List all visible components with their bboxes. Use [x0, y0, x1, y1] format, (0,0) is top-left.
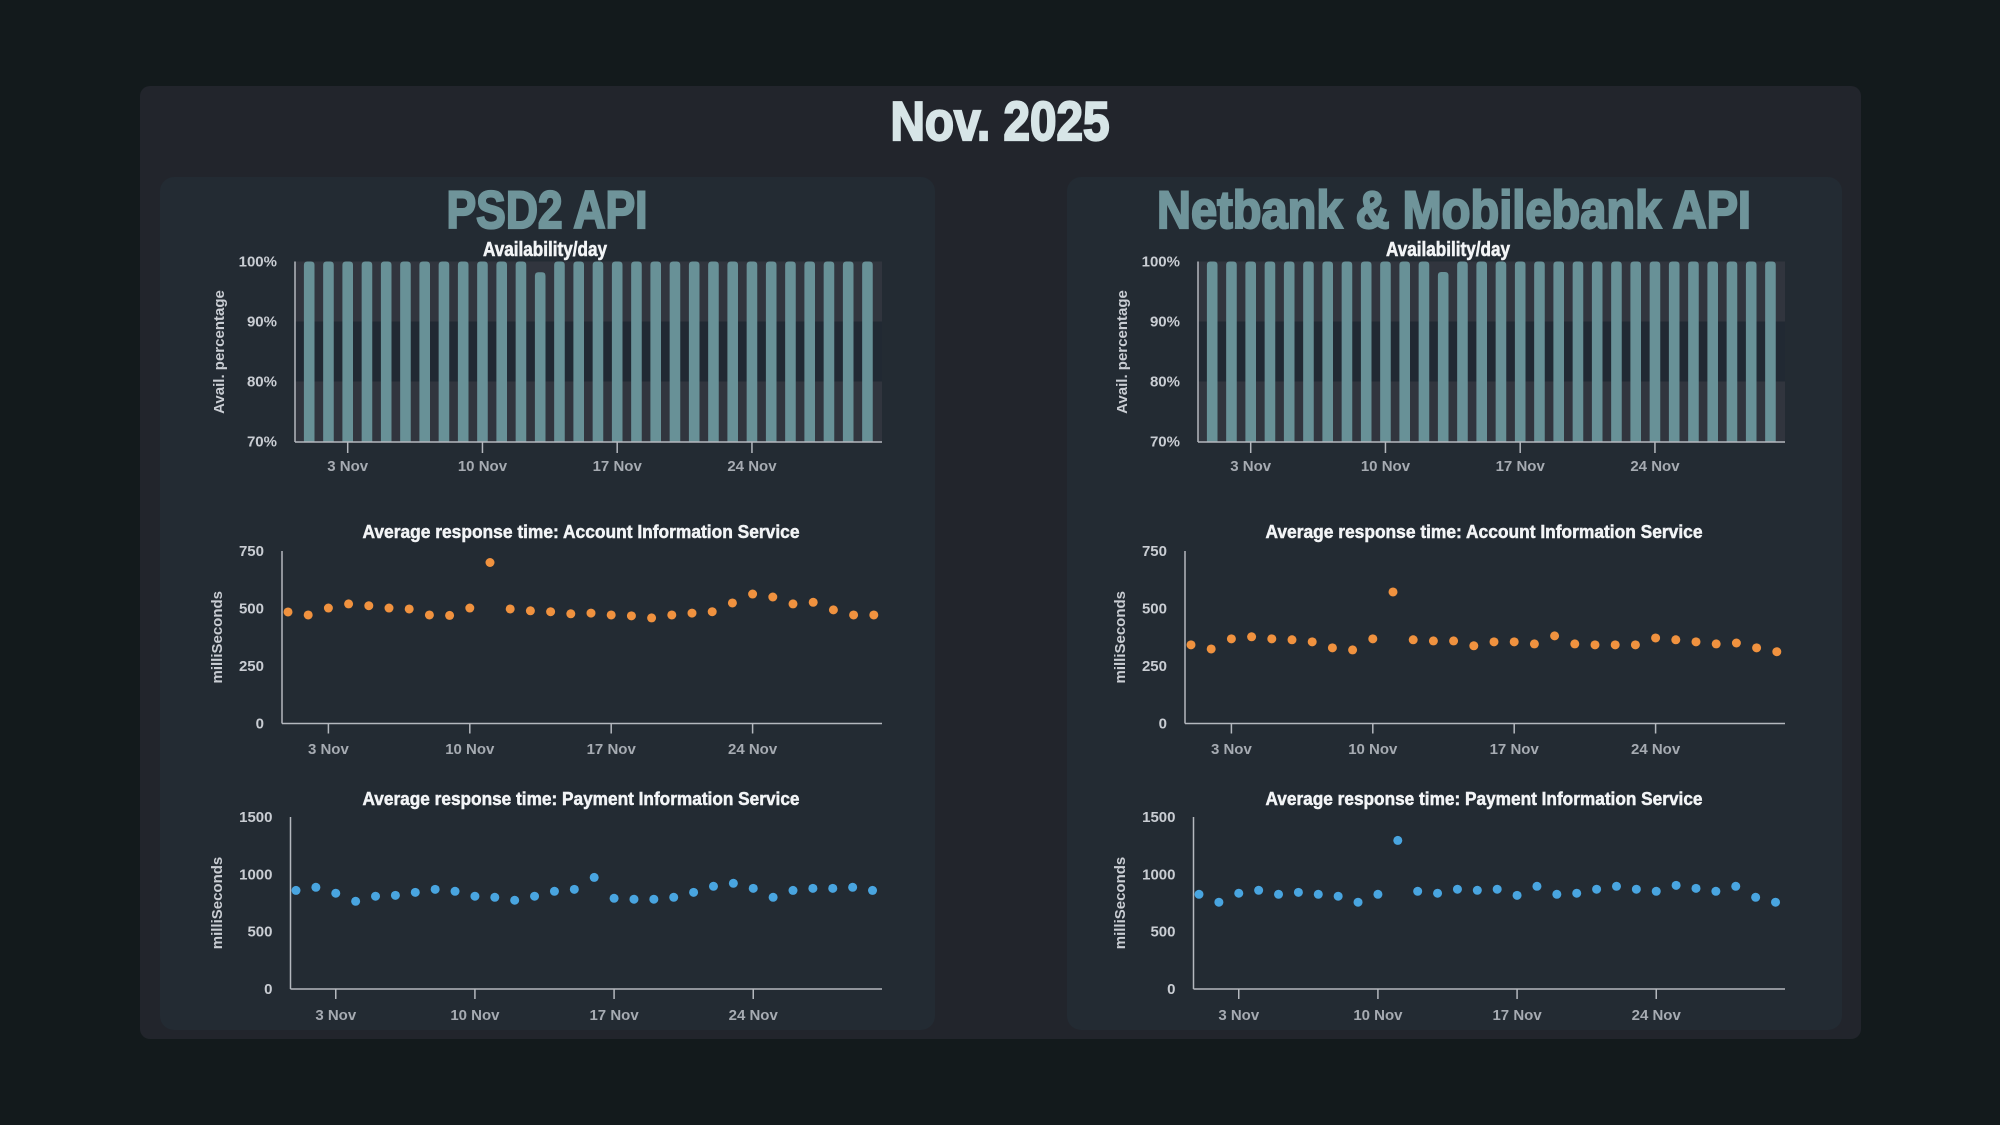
svg-text:Availability/day: Availability/day [1386, 239, 1511, 261]
svg-text:1000: 1000 [1142, 866, 1175, 883]
svg-text:0: 0 [256, 716, 264, 733]
svg-text:10 Nov: 10 Nov [1361, 458, 1411, 475]
svg-text:750: 750 [239, 543, 264, 560]
svg-text:24 Nov: 24 Nov [1631, 741, 1681, 758]
svg-text:3 Nov: 3 Nov [327, 458, 369, 475]
svg-text:80%: 80% [1150, 374, 1180, 391]
svg-text:24 Nov: 24 Nov [1630, 458, 1680, 475]
svg-text:500: 500 [239, 601, 264, 618]
svg-text:Average response time: Account: Average response time: Account Informati… [363, 522, 800, 542]
svg-text:10 Nov: 10 Nov [458, 458, 508, 475]
svg-text:0: 0 [264, 981, 272, 998]
svg-text:Avail. percentage: Avail. percentage [211, 290, 228, 414]
svg-text:0: 0 [1159, 716, 1167, 733]
svg-text:100%: 100% [1142, 254, 1180, 271]
svg-text:milliSeconds: milliSeconds [209, 591, 226, 684]
svg-text:500: 500 [1142, 601, 1167, 618]
svg-text:3 Nov: 3 Nov [315, 1007, 357, 1024]
svg-text:17 Nov: 17 Nov [1492, 1007, 1542, 1024]
svg-text:3 Nov: 3 Nov [1230, 458, 1272, 475]
svg-text:3 Nov: 3 Nov [308, 741, 350, 758]
svg-text:Availability/day: Availability/day [483, 239, 608, 261]
svg-text:10 Nov: 10 Nov [1353, 1007, 1403, 1024]
svg-text:10 Nov: 10 Nov [450, 1007, 500, 1024]
svg-text:1500: 1500 [239, 809, 272, 826]
svg-text:90%: 90% [1150, 314, 1180, 331]
svg-text:0: 0 [1167, 981, 1175, 998]
svg-text:Average response time: Account: Average response time: Account Informati… [1266, 522, 1703, 542]
svg-text:90%: 90% [247, 314, 277, 331]
svg-text:17 Nov: 17 Nov [593, 458, 643, 475]
svg-text:milliSeconds: milliSeconds [1112, 857, 1129, 950]
svg-text:3 Nov: 3 Nov [1218, 1007, 1260, 1024]
svg-text:24 Nov: 24 Nov [1632, 1007, 1682, 1024]
svg-text:milliSeconds: milliSeconds [209, 857, 226, 950]
svg-text:1500: 1500 [1142, 809, 1175, 826]
svg-text:17 Nov: 17 Nov [1496, 458, 1546, 475]
svg-text:10 Nov: 10 Nov [1348, 741, 1398, 758]
svg-text:1000: 1000 [239, 866, 272, 883]
svg-text:Average response time: Payment: Average response time: Payment Informati… [1266, 789, 1703, 809]
svg-text:Netbank & Mobilebank API: Netbank & Mobilebank API [1157, 181, 1751, 240]
svg-text:500: 500 [1150, 924, 1175, 941]
svg-text:17 Nov: 17 Nov [589, 1007, 639, 1024]
svg-text:80%: 80% [247, 374, 277, 391]
svg-text:250: 250 [239, 658, 264, 675]
svg-text:PSD2 API: PSD2 API [447, 181, 648, 240]
svg-text:24 Nov: 24 Nov [728, 741, 778, 758]
svg-text:24 Nov: 24 Nov [727, 458, 777, 475]
svg-text:500: 500 [247, 924, 272, 941]
svg-text:milliSeconds: milliSeconds [1112, 591, 1129, 684]
svg-text:17 Nov: 17 Nov [1490, 741, 1540, 758]
svg-text:750: 750 [1142, 543, 1167, 560]
svg-text:3 Nov: 3 Nov [1211, 741, 1253, 758]
svg-text:Nov. 2025: Nov. 2025 [891, 90, 1110, 152]
svg-text:Avail. percentage: Avail. percentage [1114, 290, 1131, 414]
svg-text:70%: 70% [1150, 434, 1180, 451]
svg-text:70%: 70% [247, 434, 277, 451]
svg-text:Average response time: Payment: Average response time: Payment Informati… [363, 789, 800, 809]
svg-text:250: 250 [1142, 658, 1167, 675]
svg-text:100%: 100% [239, 254, 277, 271]
svg-text:10 Nov: 10 Nov [445, 741, 495, 758]
svg-text:24 Nov: 24 Nov [729, 1007, 779, 1024]
svg-text:17 Nov: 17 Nov [587, 741, 637, 758]
